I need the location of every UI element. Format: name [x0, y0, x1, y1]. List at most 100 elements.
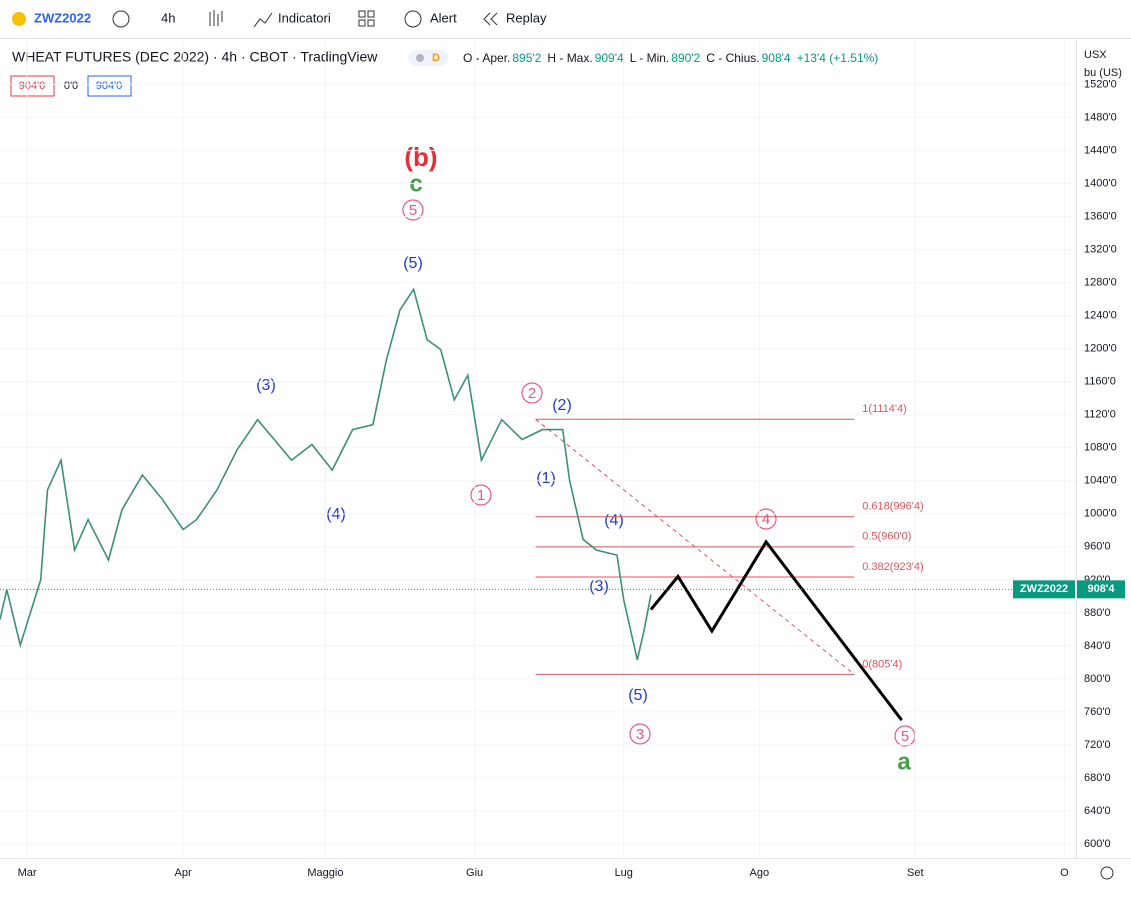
- ohlc-value: 890'2: [671, 51, 700, 65]
- interval[interactable]: 4h: [161, 10, 175, 25]
- badge-dot: [416, 54, 424, 62]
- y-tick-label: 1120'0: [1084, 409, 1116, 421]
- y-tick-label: 1440'0: [1084, 145, 1117, 157]
- wave-circle: [521, 382, 543, 404]
- ohlc-value: 895'2: [512, 51, 541, 65]
- layout-icon[interactable]: [367, 19, 375, 27]
- y-tick-label: 960'0: [1084, 541, 1111, 553]
- wave-label: 4: [762, 511, 770, 528]
- fib-label: 0.5(960'0): [862, 531, 911, 543]
- x-tick-label: Apr: [174, 867, 191, 879]
- wave-circle: [755, 508, 777, 530]
- layout-icon[interactable]: [367, 10, 375, 18]
- y-tick-label: 1280'0: [1084, 277, 1117, 289]
- price-tag: [1077, 580, 1125, 599]
- fib-label: 1(1114'4): [862, 403, 907, 415]
- toolbar: [0, 0, 1131, 38]
- symbol-tag-label: ZWZ2022: [1020, 583, 1068, 595]
- unit[interactable]: bu (US): [1084, 67, 1122, 79]
- wave-label: 2: [528, 385, 536, 402]
- wave-circle: [402, 199, 424, 221]
- ohlc-label: H - Max.: [547, 51, 592, 65]
- x-tick-label: Mar: [18, 867, 37, 879]
- y-tick-label: 760'0: [1084, 706, 1111, 718]
- ask: 904'0: [96, 80, 123, 92]
- badge-label: D: [432, 52, 440, 64]
- wave-labels: (b)c5(5)(3)(4)12(2)(1)(4) 4(3)(5)3 5a: [256, 142, 916, 775]
- indicators-icon[interactable]: [253, 12, 273, 28]
- y-tick-label: 1360'0: [1084, 211, 1117, 223]
- y-tick-label: 1000'0: [1084, 508, 1117, 520]
- y-tick-label: 640'0: [1084, 805, 1111, 817]
- wave-label: (4): [326, 506, 346, 523]
- wave-label: (4): [604, 512, 624, 529]
- wave-label: 3: [636, 726, 644, 743]
- ohlc-value: 908'4: [762, 51, 791, 65]
- symbol[interactable]: ZWZ2022: [34, 10, 91, 25]
- wave-label: (2): [552, 397, 572, 414]
- ohlc-change: +13'4 (+1.51%): [797, 51, 879, 65]
- x-tick-label: Ago: [750, 867, 770, 879]
- symbol-tag: [1013, 580, 1075, 599]
- projection-line: [649, 539, 903, 722]
- ohlc-value: 909'4: [595, 51, 624, 65]
- alert-icon[interactable]: [404, 10, 422, 28]
- y-tick-label: 680'0: [1084, 772, 1111, 784]
- add-symbol[interactable]: [112, 10, 130, 28]
- chart-type-icon[interactable]: [209, 10, 223, 26]
- fib-label: 0.618(996'4): [862, 501, 923, 513]
- y-tick-label: 1240'0: [1084, 310, 1117, 322]
- price-line: [0, 287, 652, 661]
- layout-icon[interactable]: [358, 19, 366, 27]
- indicators[interactable]: Indicatori: [278, 10, 331, 25]
- ohlc-label: L - Min.: [630, 51, 670, 65]
- wave-circle: [470, 484, 492, 506]
- wave-circle: [629, 723, 651, 745]
- x-tick-label: O: [1060, 867, 1069, 879]
- y-tick-label: 1400'0: [1084, 178, 1117, 190]
- x-tick-label: Maggio: [307, 867, 343, 879]
- bid-box[interactable]: [10, 75, 55, 97]
- wave-label: a: [897, 748, 911, 775]
- wave-label: (3): [256, 377, 276, 394]
- y-tick-label: 720'0: [1084, 739, 1111, 751]
- y-tick-label: 600'0: [1084, 838, 1111, 850]
- y-tick-label: 1160'0: [1084, 376, 1116, 388]
- badge: [408, 50, 448, 66]
- y-tick-label: 1520'0: [1084, 79, 1117, 91]
- ohlc: O - Aper. 895'2 H - Max. 909'4 L - Min. 890'2…: [463, 51, 878, 65]
- y-tick-label: 1320'0: [1084, 244, 1117, 256]
- wave-label: (1): [536, 470, 556, 487]
- layout-icon[interactable]: [358, 10, 366, 18]
- wave-label: (b): [404, 142, 437, 172]
- chart-title: WHEAT FUTURES (DEC 2022) · 4h · CBOT · T…: [12, 49, 378, 65]
- wave-label: (3): [589, 578, 609, 595]
- spread: 0'0: [64, 80, 78, 92]
- y-tick-label: 1480'0: [1084, 112, 1117, 124]
- x-tick-label: Giu: [466, 867, 483, 879]
- settings-icon[interactable]: [1100, 866, 1114, 880]
- x-tick-label: Lug: [615, 867, 633, 879]
- y-tick-label: 1200'0: [1084, 343, 1117, 355]
- y-tick-label: 800'0: [1084, 673, 1111, 685]
- ask-box[interactable]: [87, 75, 132, 97]
- wave-label: (5): [628, 687, 648, 704]
- y-tick-label: 1080'0: [1084, 442, 1117, 454]
- wave-label: (5): [403, 255, 423, 272]
- symbol-icon[interactable]: [12, 12, 26, 26]
- replay-icon[interactable]: [483, 12, 498, 26]
- ohlc-label: C - Chius.: [706, 51, 759, 65]
- fib-label: 0(805'4): [862, 658, 902, 670]
- y-tick-label: 880'0: [1084, 607, 1111, 619]
- currency[interactable]: USX: [1084, 49, 1107, 61]
- y-tick-label: 1040'0: [1084, 475, 1117, 487]
- alert[interactable]: Alert: [430, 10, 457, 25]
- wave-label: 5: [409, 202, 417, 219]
- y-tick-label: 840'0: [1084, 640, 1111, 652]
- bid: 904'0: [19, 80, 46, 92]
- fib-label: 0.382(923'4): [862, 561, 923, 573]
- replay[interactable]: Replay: [506, 10, 547, 25]
- ohlc-label: O - Aper.: [463, 51, 510, 65]
- wave-label: 5: [901, 728, 909, 745]
